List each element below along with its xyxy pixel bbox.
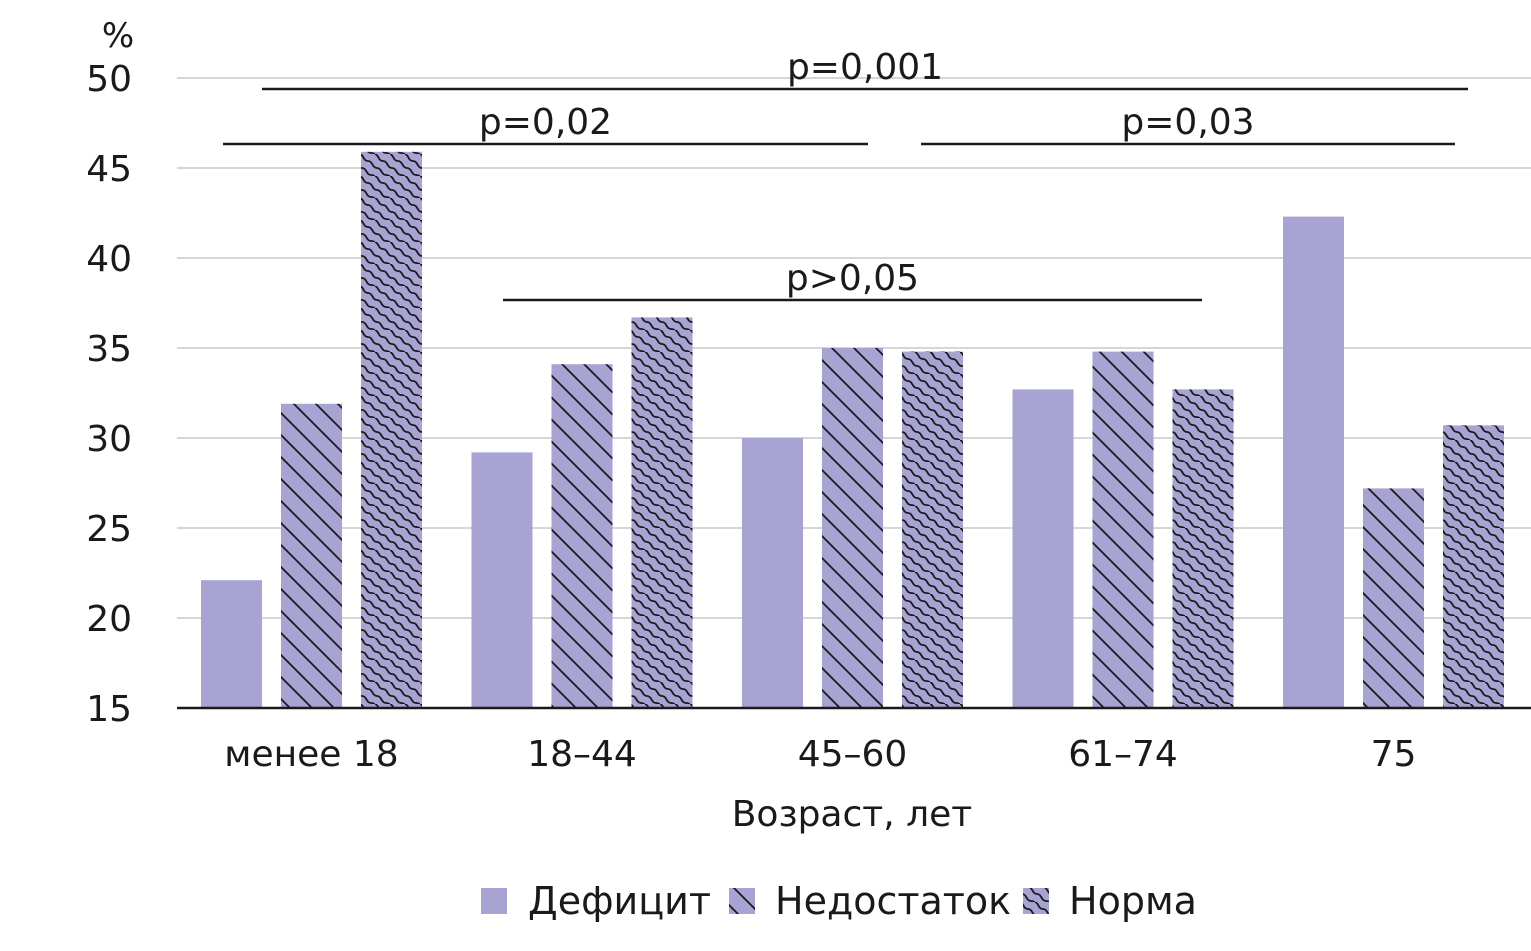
bar-solid-3 (1012, 389, 1074, 708)
bar-wavy-0 (361, 151, 422, 709)
bar-solid-2 (742, 438, 803, 708)
bar-diagonal-3 (1092, 351, 1154, 708)
bar-wavy-4 (1443, 425, 1504, 708)
x-tick-label: 18–44 (527, 734, 637, 775)
y-axis-unit: % (102, 16, 134, 56)
p-value-label: p=0,02 (479, 102, 612, 143)
x-tick-label: менее 18 (224, 734, 398, 775)
bar-diagonal-1 (551, 364, 613, 708)
x-tick-label: 61–74 (1068, 734, 1178, 775)
bar-diagonal-4 (1363, 488, 1424, 708)
y-axis-ticks: 15 20 25 30 35 40 45 50 (86, 59, 132, 730)
bar-solid-1 (471, 452, 533, 708)
y-tick-label: 25 (86, 509, 132, 550)
y-tick-label: 50 (86, 59, 132, 100)
y-tick-label: 35 (86, 329, 132, 370)
bar-diagonal-0 (281, 403, 342, 708)
legend-label: Недостаток (775, 879, 1011, 923)
x-axis-category-labels: менее 18 18–44 45–60 61–74 75 (224, 734, 1416, 775)
x-tick-label: 45–60 (798, 734, 908, 775)
bar-wavy-1 (631, 317, 693, 708)
legend-swatch-diagonal (729, 888, 755, 914)
p-value-label: p>0,05 (786, 258, 919, 299)
y-tick-label: 15 (86, 689, 132, 730)
p-value-label: p=0,001 (787, 47, 943, 88)
bar-diagonal-2 (822, 348, 883, 708)
legend-label: Норма (1069, 879, 1197, 923)
y-tick-label: 45 (86, 149, 132, 190)
bar-solid-0 (201, 580, 262, 708)
bar-solid-4 (1283, 216, 1344, 708)
bar-wavy-2 (902, 351, 963, 708)
x-axis-title: Возраст, лет (732, 794, 973, 835)
bar-wavy-3 (1172, 389, 1234, 708)
x-tick-label: 75 (1371, 734, 1417, 775)
y-tick-label: 40 (86, 239, 132, 280)
significance-annotations: p=0,001 p=0,02 p=0,03 p>0,05 (223, 47, 1468, 302)
legend-swatch-solid (481, 888, 507, 914)
p-value-label: p=0,03 (1121, 102, 1254, 143)
y-tick-label: 20 (86, 599, 132, 640)
legend-swatch-wavy (1023, 888, 1049, 914)
legend-label: Дефицит (528, 879, 711, 923)
bars (201, 151, 1504, 709)
legend: Дефицит Недостаток Норма (481, 879, 1197, 923)
y-tick-label: 30 (86, 419, 132, 460)
